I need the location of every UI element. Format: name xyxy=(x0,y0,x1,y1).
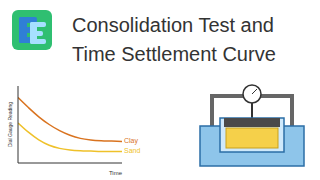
svg-text:Sand: Sand xyxy=(124,147,140,154)
svg-text:Dial Gauge Reading: Dial Gauge Reading xyxy=(8,102,13,147)
html-text:Time Settlement Curve: Time Settlement Curve xyxy=(72,43,276,65)
html-text:Consolidation Test and: Consolidation Test and xyxy=(72,14,274,36)
svg-text:Time: Time xyxy=(109,170,123,175)
svg-text:Clay: Clay xyxy=(124,137,139,145)
